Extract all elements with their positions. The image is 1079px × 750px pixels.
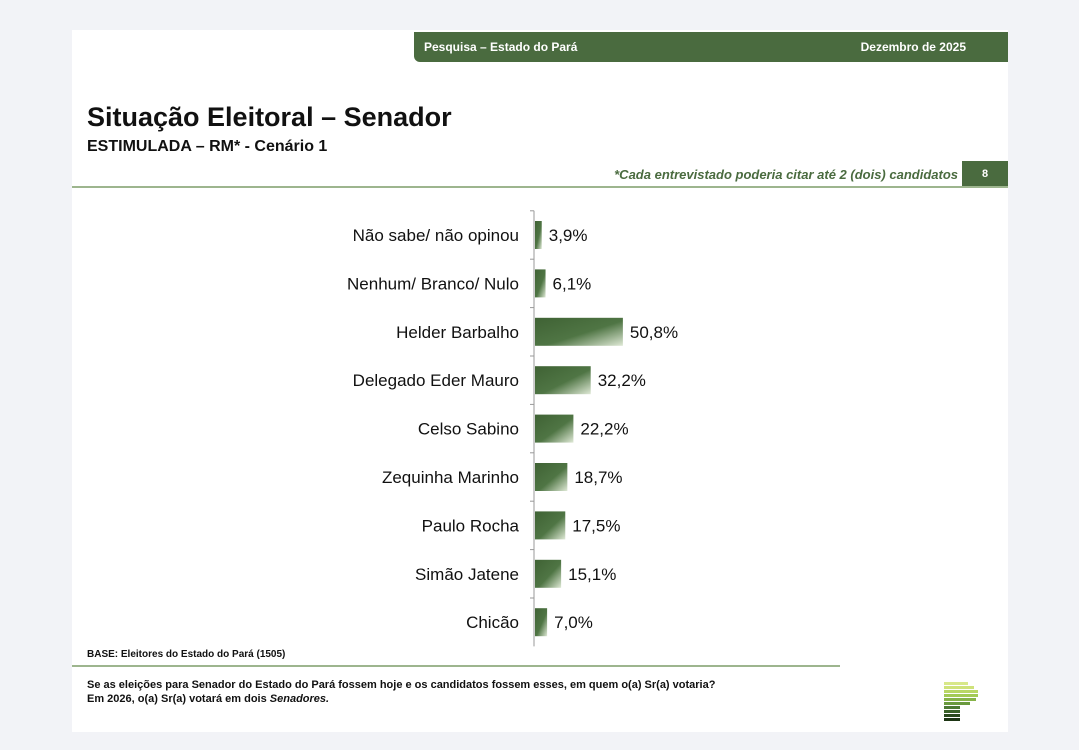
- category-label: Delegado Eder Mauro: [353, 371, 519, 390]
- data-label: 6,1%: [553, 274, 592, 293]
- bar: [535, 559, 562, 588]
- bar: [535, 221, 542, 249]
- bar: [535, 414, 574, 443]
- bar: [535, 511, 566, 540]
- question-text: Se as eleições para Senador do Estado do…: [87, 678, 715, 706]
- divider: [72, 186, 1008, 188]
- survey-label: Pesquisa – Estado do Pará: [424, 40, 578, 54]
- category-label: Não sabe/ não opinou: [353, 226, 519, 245]
- question-line-2-text: Em 2026, o(a) Sr(a) votará em dois: [87, 693, 270, 705]
- divider: [72, 665, 840, 667]
- page-number: 8: [962, 161, 1008, 187]
- category-label: Nenhum/ Branco/ Nulo: [347, 274, 519, 293]
- question-line-2-italic: Senadores.: [269, 693, 330, 705]
- page-title: Situação Eleitoral – Senador: [87, 102, 452, 132]
- category-label: Zequinha Marinho: [382, 468, 519, 487]
- data-label: 32,2%: [598, 371, 646, 390]
- data-label: 17,5%: [572, 516, 620, 535]
- bar: [535, 317, 623, 346]
- category-label: Chicão: [466, 613, 519, 632]
- question-line-1: Se as eleições para Senador do Estado do…: [87, 679, 716, 691]
- data-label: 18,7%: [574, 468, 622, 487]
- bar: [535, 463, 568, 491]
- bar: [535, 366, 591, 395]
- header-bar: Pesquisa – Estado do Pará Dezembro de 20…: [414, 32, 1008, 62]
- bar: [535, 269, 546, 298]
- data-label: 7,0%: [554, 613, 593, 632]
- category-label: Helder Barbalho: [396, 323, 519, 342]
- category-label: Celso Sabino: [418, 420, 519, 439]
- data-label: 50,8%: [630, 323, 678, 342]
- date-label: Dezembro de 2025: [860, 40, 966, 54]
- base-note: BASE: Eleitores do Estado do Pará (1505): [87, 649, 286, 660]
- question-line-2: Em 2026, o(a) Sr(a) votará em dois Senad…: [87, 692, 715, 706]
- footnote: *Cada entrevistado poderia citar até 2 (…: [614, 167, 958, 182]
- page-subtitle: ESTIMULADA – RM* - Cenário 1: [87, 138, 328, 155]
- data-label: 3,9%: [549, 226, 588, 245]
- brand-logo-icon: [944, 682, 978, 721]
- category-label: Paulo Rocha: [422, 516, 520, 535]
- data-label: 15,1%: [568, 565, 616, 584]
- data-label: 22,2%: [580, 420, 628, 439]
- bar: [535, 608, 548, 637]
- category-label: Simão Jatene: [415, 565, 519, 584]
